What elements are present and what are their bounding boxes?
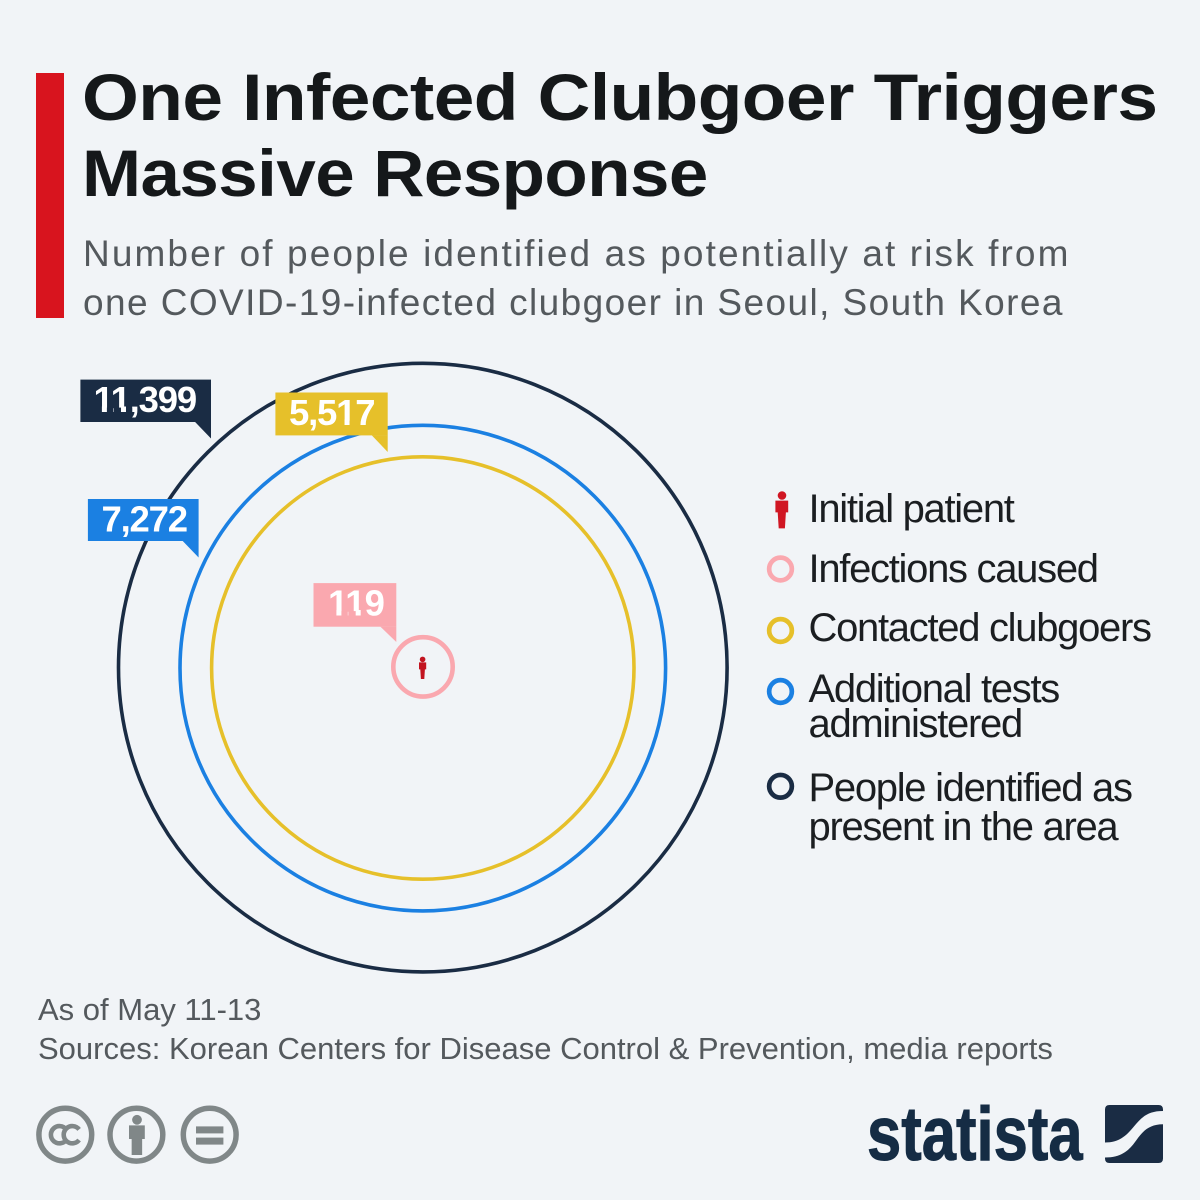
svg-text:119: 119 <box>328 583 384 624</box>
svg-text:7,272: 7,272 <box>102 499 187 540</box>
svg-text:5,517: 5,517 <box>289 392 374 433</box>
svg-text:11,399: 11,399 <box>94 379 196 420</box>
